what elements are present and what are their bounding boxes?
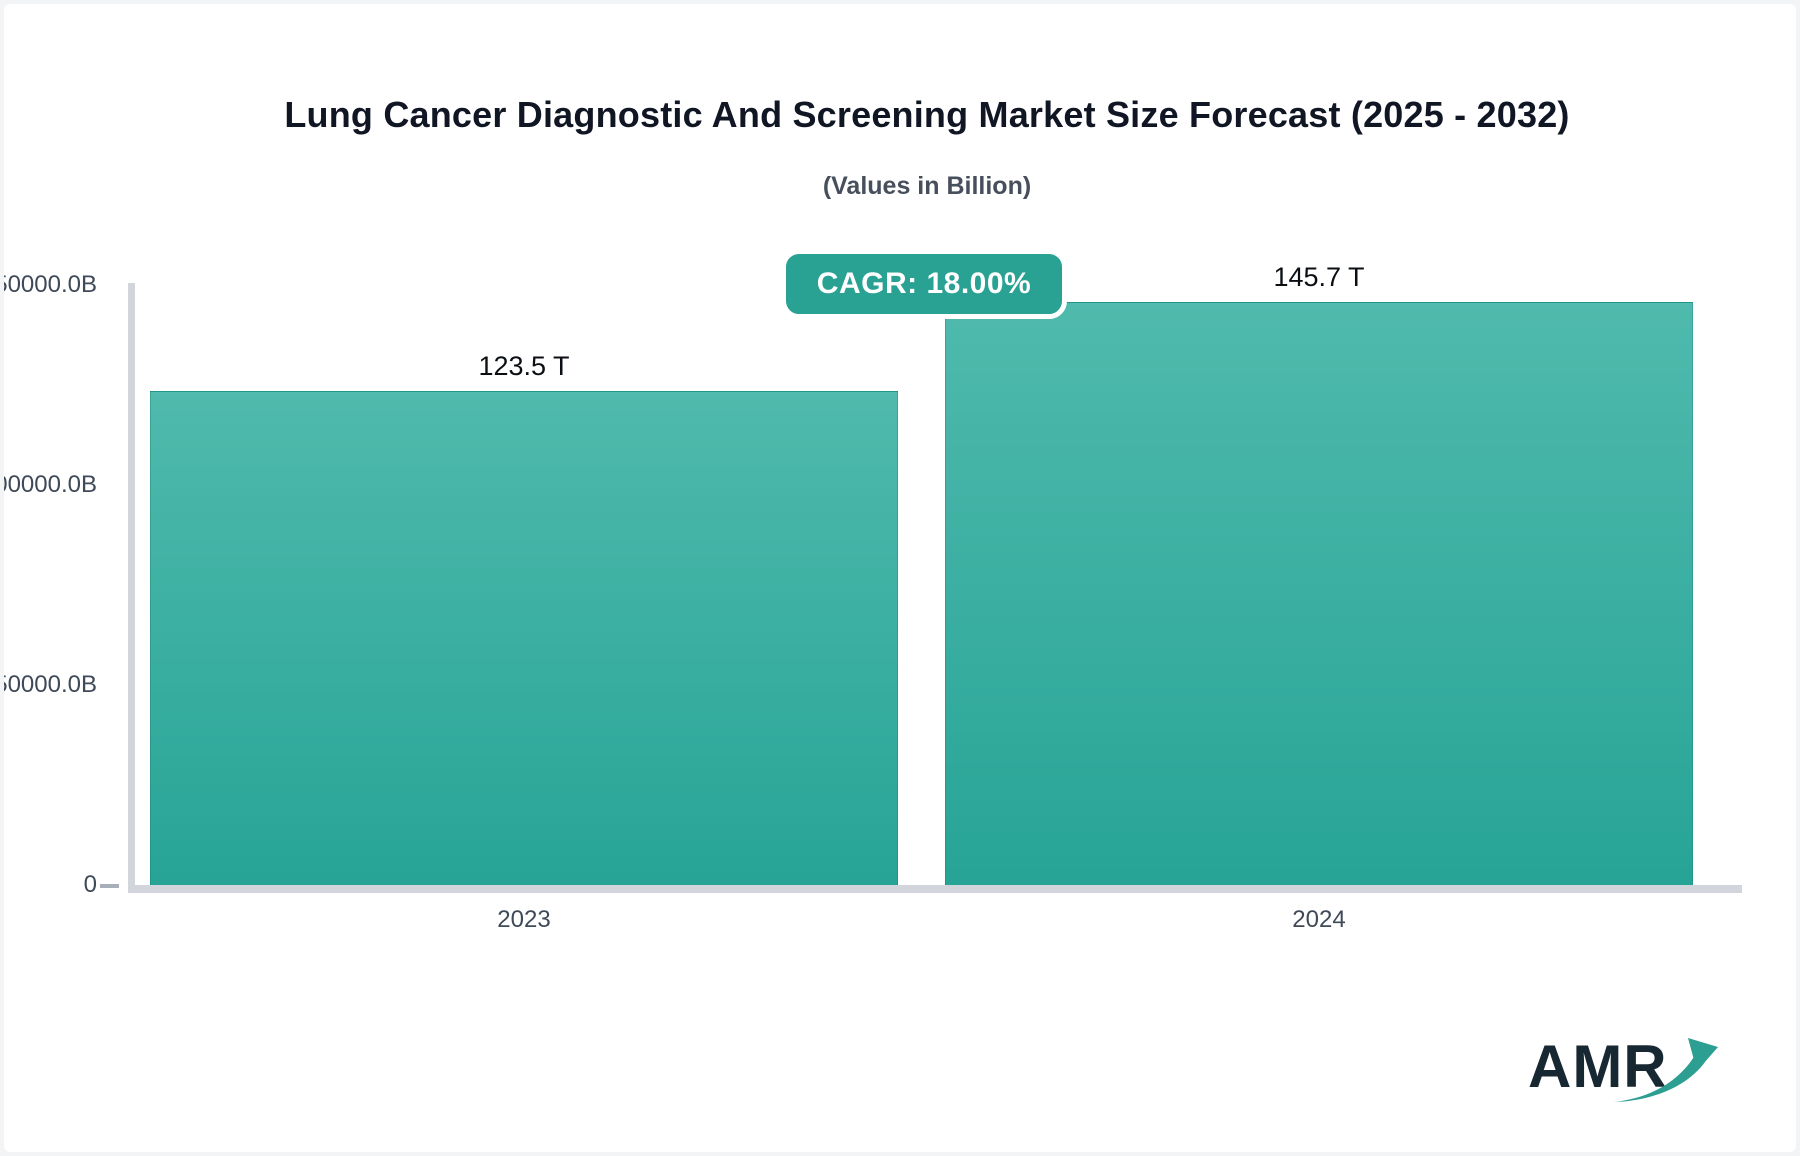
y-axis-tick-label: 150000.0B [4,271,97,298]
x-axis-line [128,885,1742,893]
chart-stage: Lung Cancer Diagnostic And Screening Mar… [4,4,1796,1152]
y-axis-tick-label: 0 [83,871,97,898]
y-axis-tick-label: 100000.0B [4,471,97,498]
amr-logo-text: AMR [1528,1033,1668,1100]
bar-2024[interactable] [945,302,1693,885]
x-axis-category-label: 2024 [1292,906,1346,933]
amr-logo: AMR [1528,1032,1728,1112]
chart-subtitle: (Values in Billion) [822,172,1032,200]
cagr-badge: CAGR: 18.00% [781,249,1067,319]
chart-card: Lung Cancer Diagnostic And Screening Mar… [4,4,1796,1152]
y-axis-zero-tick [100,884,119,888]
y-axis-tick-label: 50000.0B [4,671,97,698]
bar-value-label: 145.7 T [1273,262,1365,293]
bar-value-label: 123.5 T [478,351,570,381]
growth-arrow-icon [1614,1038,1718,1102]
chart-title: Lung Cancer Diagnostic And Screening Mar… [284,94,1570,135]
x-axis-category-label: 2023 [497,906,551,933]
y-axis-line [128,283,135,893]
bar-2023[interactable] [150,391,898,885]
